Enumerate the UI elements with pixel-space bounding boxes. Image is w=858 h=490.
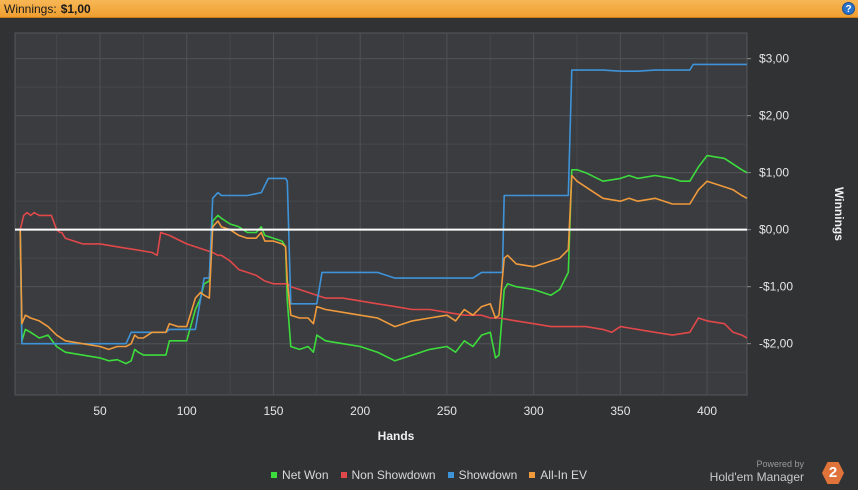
legend-label: Non Showdown	[351, 468, 436, 482]
y-tick-label: -$2,00	[759, 337, 793, 351]
x-tick-label: 150	[263, 404, 283, 418]
winnings-chart: $3,00 $2,00 $1,00 $0,00 -$1,00 -$2,00 50 100 150…	[14, 32, 846, 443]
hm2-logo-icon: 2	[822, 462, 844, 484]
x-axis-title: Hands	[378, 429, 415, 443]
legend-label: Showdown	[458, 468, 518, 482]
product-name: Hold'em Manager	[709, 470, 804, 484]
brand-badge: Powered by Hold'em Manager 2	[704, 459, 844, 487]
series-line-showdown	[15, 63, 747, 345]
y-tick-label: $0,00	[759, 223, 789, 237]
title-bar: Winnings: $1,00 ?	[0, 0, 858, 18]
legend-swatch	[271, 472, 278, 478]
x-tick-label: 400	[697, 404, 717, 418]
x-tick-label: 350	[610, 404, 630, 418]
legend-item-net-won[interactable]: Net Won	[271, 468, 329, 482]
y-tick-label: $2,00	[759, 109, 789, 123]
x-tick-label: 100	[177, 404, 197, 418]
x-tick-label: 50	[93, 404, 107, 418]
x-tick-label: 300	[524, 404, 544, 418]
series-line-all-in-ev	[15, 174, 748, 351]
legend-item-showdown[interactable]: Showdown	[447, 468, 518, 482]
y-axis-title: Winnings	[832, 187, 846, 241]
legend-swatch	[529, 472, 536, 478]
winnings-label: Winnings:	[4, 2, 57, 16]
series-line-net-won	[15, 154, 748, 365]
y-tick-label: $1,00	[759, 166, 789, 180]
legend-swatch	[340, 472, 347, 478]
y-tick-label: $3,00	[759, 52, 789, 66]
help-icon[interactable]: ?	[842, 2, 855, 15]
chart-legend: Net Won Non Showdown Showdown All-In EV	[0, 468, 858, 484]
legend-label: All-In EV	[540, 468, 587, 482]
x-tick-label: 250	[437, 404, 457, 418]
winnings-value: $1,00	[60, 2, 91, 16]
y-tick-label: -$1,00	[759, 280, 793, 294]
series-line-non-showdown	[15, 211, 748, 339]
winnings-summary: Winnings: $1,00	[4, 0, 91, 18]
legend-item-non-showdown[interactable]: Non Showdown	[340, 468, 436, 482]
plot-area	[14, 32, 748, 396]
powered-by-text: Powered by	[756, 459, 804, 469]
x-tick-label: 200	[350, 404, 370, 418]
legend-swatch	[447, 472, 454, 478]
legend-item-all-in-ev[interactable]: All-In EV	[529, 468, 587, 482]
legend-label: Net Won	[282, 468, 329, 482]
